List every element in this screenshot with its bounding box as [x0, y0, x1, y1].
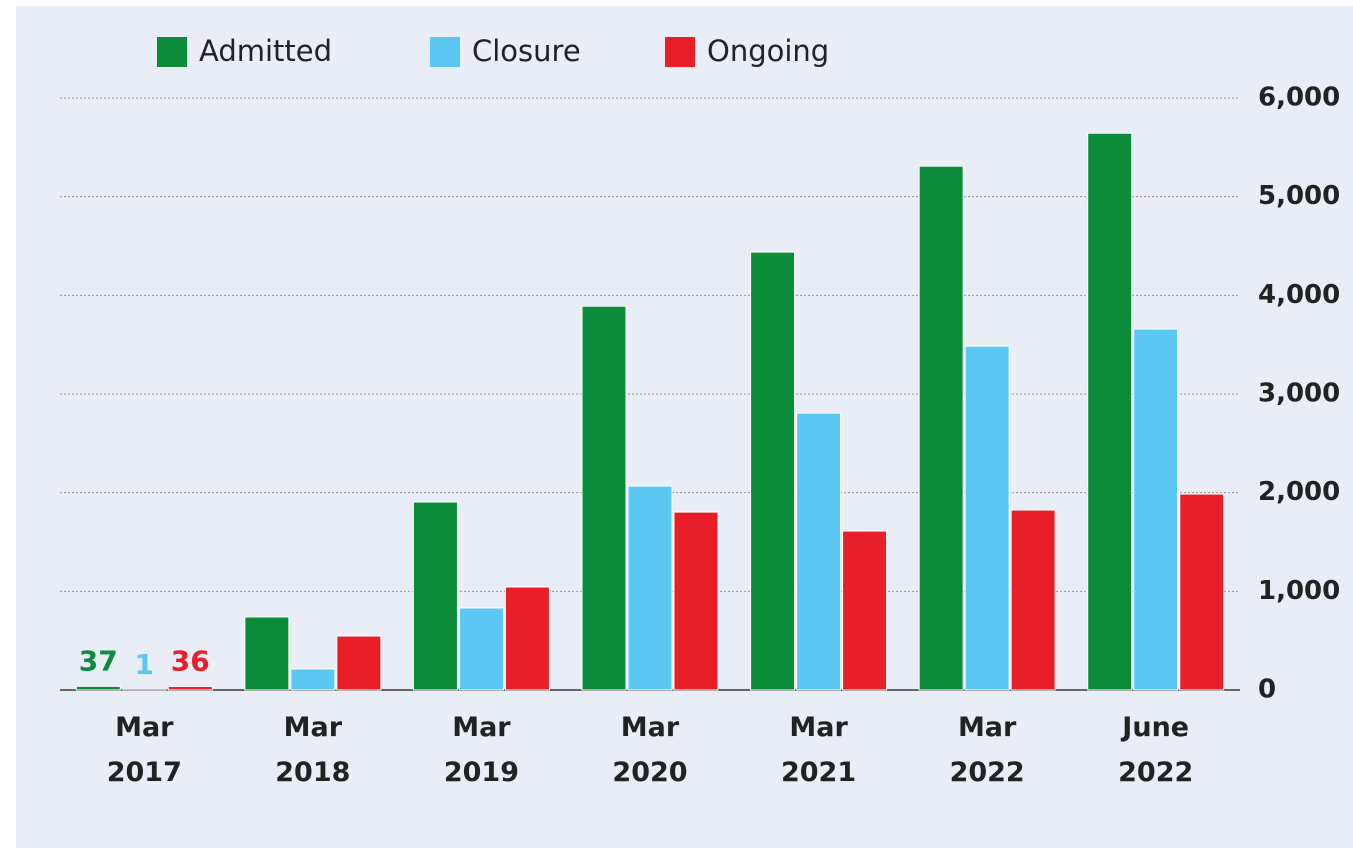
x-tick-label: Mar 2020 [612, 712, 687, 788]
bar [75, 685, 121, 691]
bar [244, 616, 290, 691]
value-label: 1 [135, 648, 154, 681]
bar [918, 165, 964, 691]
bar [412, 501, 458, 691]
bar [1087, 132, 1133, 691]
y-tick-label: 4,000 [1258, 280, 1340, 310]
x-tick-label: Mar 2022 [950, 712, 1025, 788]
bar [796, 412, 842, 691]
bar [167, 685, 213, 691]
bar [1010, 509, 1056, 691]
bar [673, 511, 719, 691]
legend-swatch [430, 37, 460, 67]
x-tick-label: Mar 2017 [107, 712, 182, 788]
bar [964, 345, 1010, 691]
bar [627, 485, 673, 691]
legend-label: Ongoing [707, 34, 829, 68]
legend-label: Admitted [199, 34, 332, 68]
bar [750, 251, 796, 691]
x-tick-label: Mar 2021 [781, 712, 856, 788]
legend-swatch [157, 37, 187, 67]
bar [1133, 328, 1179, 691]
bar [581, 305, 627, 691]
x-tick-label: June 2022 [1118, 712, 1193, 788]
y-tick-label: 6,000 [1258, 83, 1340, 113]
y-tick-label: 0 [1258, 675, 1276, 705]
bar [336, 635, 382, 691]
x-tick-label: Mar 2019 [444, 712, 519, 788]
y-tick-label: 1,000 [1258, 576, 1340, 606]
y-tick-label: 2,000 [1258, 477, 1340, 507]
bar [290, 668, 336, 691]
legend-swatch [665, 37, 695, 67]
bar [842, 530, 888, 691]
value-label: 37 [79, 644, 118, 677]
bar [504, 586, 550, 691]
y-tick-label: 3,000 [1258, 379, 1340, 409]
bar [458, 607, 504, 691]
y-tick-label: 5,000 [1258, 181, 1340, 211]
value-label: 36 [171, 644, 210, 677]
x-tick-label: Mar 2018 [275, 712, 350, 788]
legend-label: Closure [472, 34, 581, 68]
bar [1179, 493, 1225, 691]
